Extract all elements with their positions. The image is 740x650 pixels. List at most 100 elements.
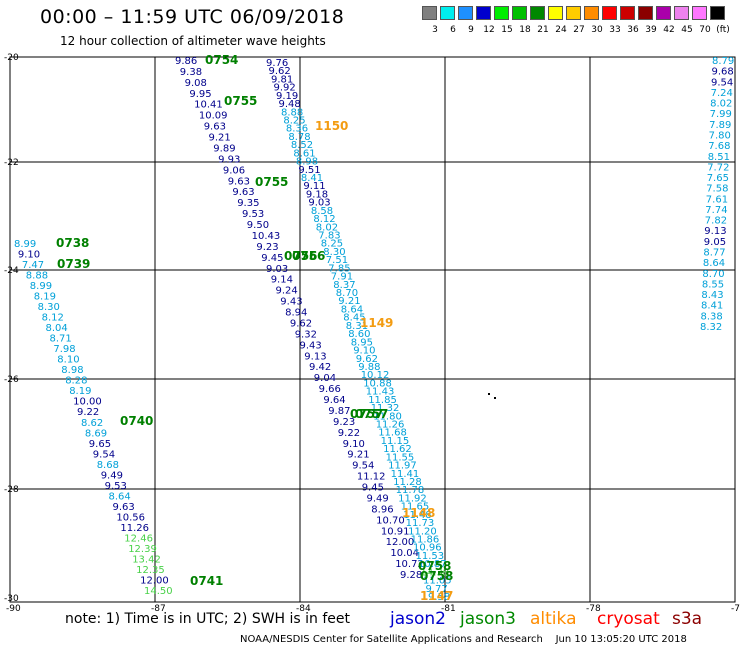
wave-height-value: 11.48 [403,510,432,521]
longitude-label: -90 [6,604,21,614]
wave-height-value: 12.35 [136,565,165,576]
wave-height-value: 14.50 [144,586,173,597]
wave-height-value: 8.32 [700,322,722,333]
color-swatch [458,6,473,20]
wave-height-value: 10.43 [252,231,281,242]
legend-cryosat: cryosat [597,609,660,629]
color-scale-label: 21 [537,25,549,35]
wave-height-value: 9.22 [338,428,360,439]
color-scale-label: 3 [432,25,438,35]
wave-height-value: 7.91 [331,272,353,283]
wave-height-value: 9.92 [274,83,296,94]
wave-height-value: 8.51 [708,152,730,163]
color-swatch [476,6,491,20]
pass-time-label: 0756 [292,249,325,263]
wave-height-value: 8.04 [46,323,68,334]
pass-time-label: 1149 [360,316,393,330]
legend-s3a: s3a [672,609,703,629]
color-swatch [602,6,617,20]
wave-height-value: 7.47 [22,260,44,271]
color-swatch [656,6,671,20]
wave-height-value: 11.12 [357,472,386,483]
color-swatch [584,6,599,20]
color-scale-label: 70 [699,25,711,35]
wave-height-value: 8.41 [701,301,723,312]
wave-height-value: 8.10 [57,355,79,366]
wave-height-value: 10.09 [199,111,228,122]
wave-height-value: 9.21 [338,296,360,307]
wave-height-value: 10.87 [418,559,447,570]
wave-height-value: 9.23 [333,417,355,428]
wave-height-value: 11.26 [376,420,405,431]
wave-height-value: 12.39 [128,544,157,555]
pass-time-label: 0739 [57,257,90,271]
wave-height-value: 14.38 [421,567,450,578]
longitude-label: -75 [731,604,740,614]
color-scale-label: 27 [573,25,585,35]
wave-height-value: 8.19 [69,386,91,397]
wave-height-value: 9.49 [101,470,123,481]
wave-height-value: 9.54 [711,77,733,88]
wave-height-value: 8.36 [286,124,308,135]
wave-height-value: 8.25 [283,116,305,127]
legend-jason3: jason3 [460,609,516,629]
color-swatch [692,6,707,20]
wave-height-value: 7.24 [711,88,733,99]
wave-height-value: 8.12 [42,313,64,324]
wave-height-value: 9.76 [266,58,288,69]
wave-height-value: 8.64 [703,258,725,269]
wave-height-value: 8.12 [313,214,335,225]
wave-height-value: 11.86 [411,535,440,546]
pass-time-label: 0756 [284,249,317,263]
page-subtitle: 12 hour collection of altimeter wave hei… [60,34,326,48]
color-scale-label: (ft) [716,25,730,35]
wave-height-value: 9.45 [362,483,384,494]
wave-height-value: 9.62 [356,354,378,365]
color-swatch [638,6,653,20]
wave-height-value: 9.03 [266,264,288,275]
wave-height-value: 8.52 [291,140,313,151]
latitude-label: -20 [4,53,19,63]
wave-height-value: 9.04 [314,373,336,384]
wave-height-value: 11.32 [371,403,400,414]
pass-time-label: 1147 [420,589,453,603]
pass-time-label: 0755 [255,175,288,189]
wave-height-value: 11.68 [378,428,407,439]
wave-height-value: 8.94 [285,308,307,319]
wave-height-value: 10.04 [390,548,419,559]
wave-height-value: 8.64 [109,491,131,502]
wave-height-value: 9.58 [428,592,450,603]
color-scale-label: 9 [468,25,474,35]
pass-time-label: 0755 [224,94,257,108]
legend-jason2: jason2 [390,609,446,629]
color-swatch [548,6,563,20]
wave-height-value: 11.43 [366,387,395,398]
wave-height-value: 8.95 [351,337,373,348]
wave-height-value: 9.63 [228,176,250,187]
wave-height-value: 9.22 [77,407,99,418]
pass-time-label: 0758 [420,569,453,583]
wave-height-value: 9.93 [218,154,240,165]
map-tick-labels: -20 -22 -24 -26 -28 -30-90 -87 -84 -81 -78 -75 [4,53,740,614]
wave-height-value: 9.77 [426,584,448,595]
wave-height-value: 10.00 [73,397,102,408]
wave-height-value: 9.62 [269,66,291,77]
wave-height-value: 10.70 [376,515,405,526]
pass-time-label: 0757 [350,407,383,421]
wave-height-value: 9.63 [113,502,135,513]
longitude-label: -78 [586,604,601,614]
wave-height-value: 10.12 [361,370,390,381]
latitude-label: -30 [4,594,19,604]
pass-time-label: 0757 [355,407,388,421]
wave-height-value: 7.98 [53,344,75,355]
map-frame [9,56,736,603]
wave-height-value: 9.43 [300,340,322,351]
wave-height-value: 7.89 [709,120,731,131]
latitude-label: -24 [4,266,19,276]
wave-height-value: 8.69 [85,428,107,439]
wave-height-value: 8.55 [702,279,724,290]
wave-height-value: 9.65 [89,439,111,450]
pass-time-label: 0740 [120,414,153,428]
